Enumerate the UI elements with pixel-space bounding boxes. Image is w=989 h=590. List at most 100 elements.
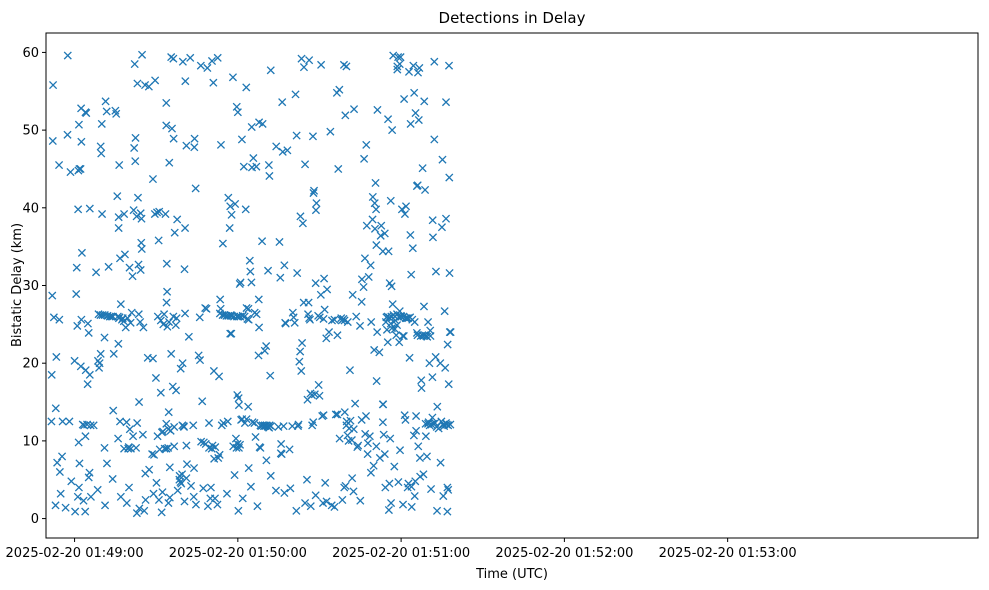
data-point-marker (297, 54, 306, 63)
data-point-marker (206, 483, 215, 492)
marker-stroke (263, 266, 273, 275)
marker-stroke (102, 107, 111, 116)
marker-stroke (182, 460, 192, 469)
data-point-marker (47, 370, 56, 379)
marker-stroke (320, 305, 329, 314)
marker-stroke (333, 410, 342, 419)
data-point-marker (370, 345, 379, 355)
marker-stroke (338, 495, 347, 504)
marker-stroke (96, 142, 105, 151)
marker-stroke (74, 483, 83, 492)
data-point-marker (172, 314, 181, 323)
marker-stroke (242, 83, 251, 92)
data-point-marker (390, 462, 399, 471)
marker-stroke (100, 333, 109, 342)
marker-stroke (387, 324, 396, 333)
marker-stroke (191, 184, 200, 193)
data-point-marker (162, 98, 171, 107)
data-point-marker (309, 186, 319, 195)
marker-stroke (367, 317, 376, 327)
marker-stroke (233, 108, 242, 117)
data-point-marker (297, 366, 306, 376)
y-tick-label: 40 (22, 201, 39, 216)
marker-stroke (404, 67, 414, 76)
data-point-marker (74, 483, 83, 492)
marker-stroke (258, 237, 267, 246)
y-tick-label: 0 (31, 512, 39, 527)
marker-stroke (164, 443, 173, 452)
marker-stroke (404, 479, 413, 488)
marker-stroke (135, 397, 144, 407)
data-point-marker (138, 430, 147, 439)
marker-stroke (156, 316, 165, 325)
marker-stroke (415, 453, 424, 463)
marker-stroke (416, 472, 425, 481)
axes: 0 10 20 30 40 50 60 2025-02-20 01:49:00 2025-02-… (6, 32, 979, 561)
data-point-marker (101, 97, 110, 106)
data-point-marker (348, 474, 357, 483)
data-point-marker (255, 323, 264, 332)
data-point-marker (423, 317, 433, 327)
marker-stroke (102, 459, 112, 468)
marker-stroke (445, 173, 454, 182)
marker-stroke (77, 315, 86, 324)
data-point-marker (195, 313, 204, 322)
data-point-marker (85, 370, 94, 379)
data-point-marker (253, 502, 262, 511)
data-point-marker (246, 482, 255, 491)
data-point-marker (171, 321, 180, 330)
data-point-marker (130, 60, 139, 69)
marker-stroke (238, 311, 247, 320)
marker-stroke (446, 328, 455, 337)
data-point-marker (165, 158, 174, 167)
marker-stroke (178, 57, 187, 66)
data-point-marker (233, 108, 242, 117)
marker-stroke (305, 56, 314, 65)
marker-stroke (186, 481, 196, 491)
data-point-marker (139, 323, 148, 332)
marker-stroke (254, 295, 263, 304)
marker-stroke (218, 239, 227, 248)
marker-stroke (63, 130, 72, 139)
data-point-marker (244, 315, 253, 324)
data-point-marker (368, 215, 377, 224)
data-point-marker (238, 311, 247, 320)
data-point-marker (322, 334, 331, 343)
data-point-marker (290, 318, 299, 327)
marker-stroke (132, 443, 141, 452)
data-point-marker (190, 143, 199, 152)
data-point-marker (178, 359, 187, 368)
marker-stroke (306, 502, 315, 511)
data-point-marker (105, 312, 114, 321)
data-point-marker (327, 316, 337, 325)
data-point-marker (202, 304, 211, 313)
data-point-marker (120, 250, 129, 259)
data-point-marker (367, 317, 376, 327)
marker-stroke (324, 328, 334, 337)
marker-stroke (109, 349, 118, 358)
data-point-marker (120, 209, 129, 219)
marker-stroke (197, 437, 206, 446)
marker-stroke (360, 254, 369, 263)
data-point-marker (127, 308, 136, 317)
marker-stroke (180, 265, 189, 274)
data-point-marker (89, 421, 98, 430)
marker-stroke (55, 315, 64, 324)
marker-stroke (140, 506, 149, 515)
data-point-marker (137, 244, 146, 254)
data-point-marker (179, 422, 189, 431)
marker-stroke (266, 422, 276, 431)
data-point-marker (340, 408, 349, 417)
marker-stroke (181, 77, 190, 86)
data-point-marker (92, 268, 101, 277)
marker-stroke (137, 50, 147, 59)
chart-title: Detections in Delay (439, 9, 586, 27)
marker-stroke (351, 399, 360, 408)
data-point-marker (426, 326, 435, 335)
marker-stroke (412, 426, 421, 435)
marker-stroke (395, 60, 404, 69)
data-point-marker (162, 259, 171, 268)
marker-stroke (396, 312, 405, 321)
data-point-marker (97, 149, 106, 158)
marker-stroke (398, 500, 408, 509)
